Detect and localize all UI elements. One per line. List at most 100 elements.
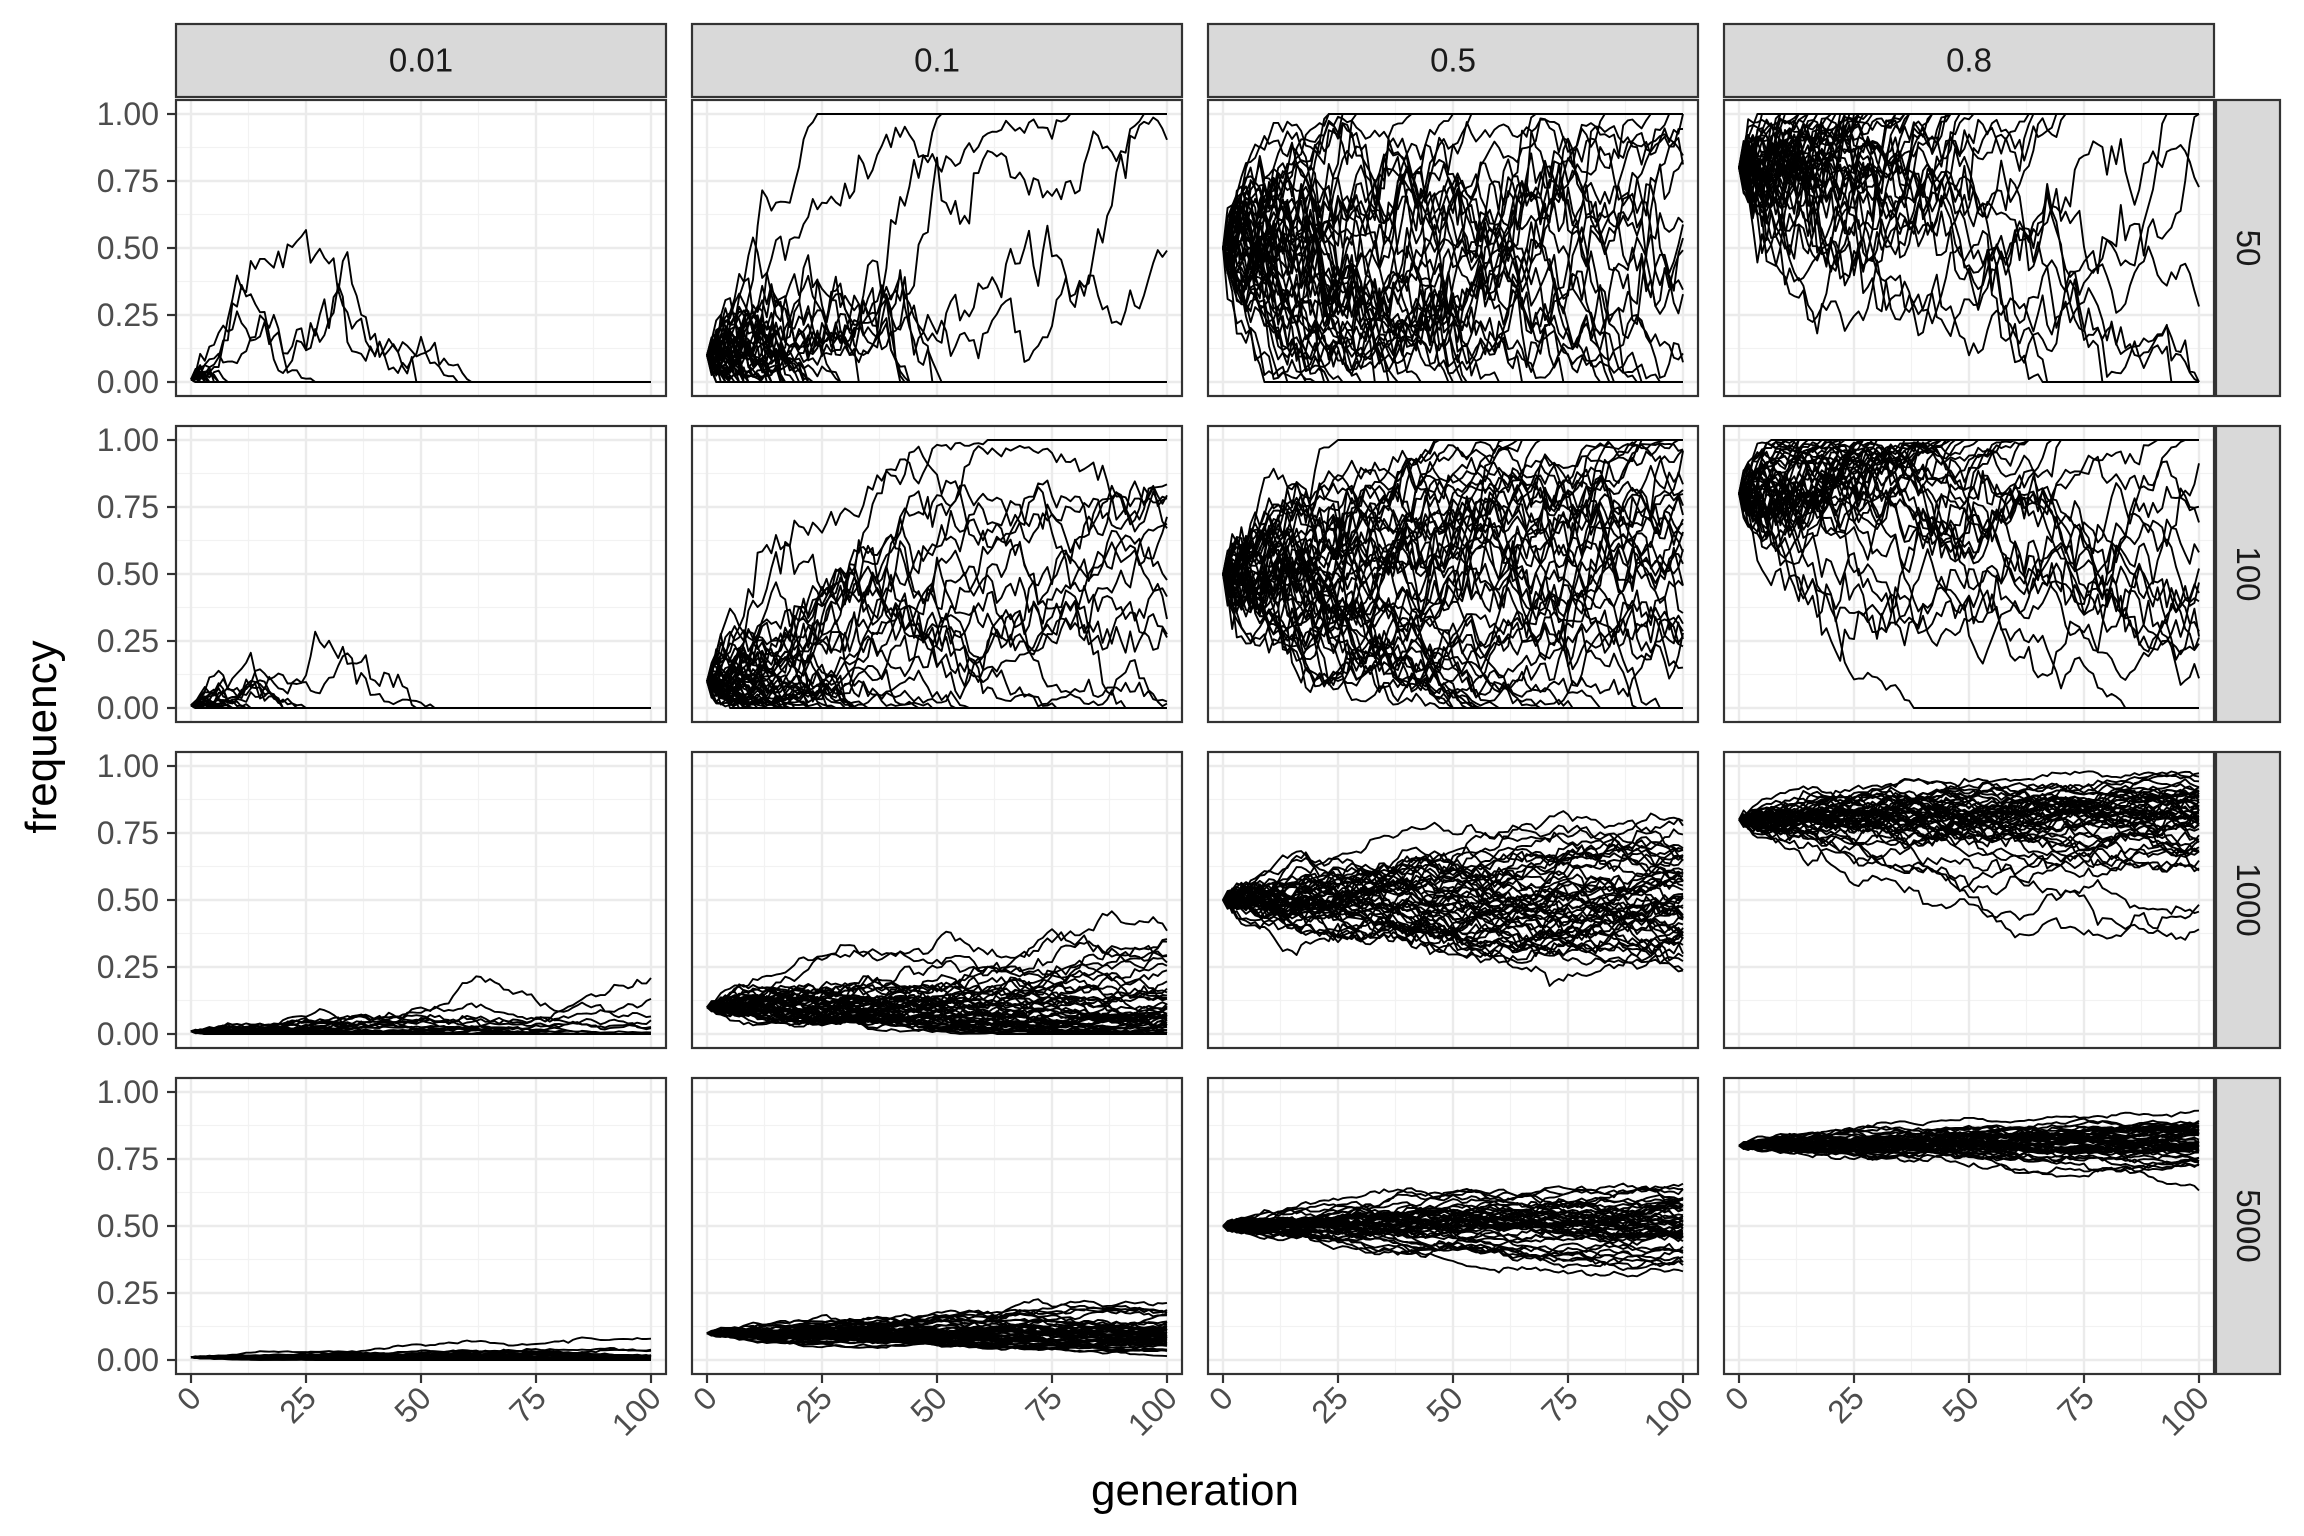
series-line bbox=[706, 991, 1168, 1016]
row-strip: 5000 bbox=[2214, 1076, 2282, 1376]
panel-r1-c2 bbox=[1206, 424, 1700, 724]
panel-r0-c2 bbox=[1206, 98, 1700, 398]
x-tick-label: 75 bbox=[1018, 1379, 1069, 1430]
x-tick-label: 25 bbox=[272, 1379, 323, 1430]
series-line bbox=[1222, 899, 1684, 958]
series-line bbox=[706, 994, 1168, 1027]
panel-border bbox=[1722, 424, 2216, 724]
series-line bbox=[706, 992, 1167, 1035]
y-tick-label: 0.25 bbox=[97, 1275, 159, 1311]
series-line bbox=[1222, 881, 1684, 971]
y-tick-label: 0.00 bbox=[97, 1016, 159, 1052]
series-line bbox=[706, 949, 1168, 1009]
row-strips: 50 100 1000 5000 bbox=[2214, 98, 2282, 1376]
series-line bbox=[1222, 893, 1684, 987]
series-line bbox=[1738, 817, 2200, 896]
series-line bbox=[1222, 1197, 1684, 1229]
series-group bbox=[1222, 810, 1684, 987]
panel-border bbox=[1206, 750, 1700, 1050]
y-tick-label: 0.00 bbox=[97, 690, 159, 726]
series-line bbox=[1738, 818, 2200, 878]
y-tick-label: 0.50 bbox=[97, 1208, 159, 1244]
strip-background bbox=[2214, 1076, 2282, 1376]
x-tick-label: 0 bbox=[1202, 1379, 1240, 1417]
series-line bbox=[190, 378, 651, 383]
series-line bbox=[706, 966, 1168, 1009]
series-line bbox=[1738, 439, 2199, 526]
series-line bbox=[1738, 493, 2200, 656]
y-axis-tick-labels: 0.00 0.25 0.50 0.75 1.00 0.00 0.25 0.50 0.75 1.00… bbox=[97, 96, 159, 1378]
y-tick-label: 1.00 bbox=[97, 1074, 159, 1110]
column-strips: 0.01 0.1 0.5 0.8 bbox=[174, 22, 2216, 99]
series-line bbox=[1222, 501, 1684, 619]
series-line bbox=[1222, 864, 1684, 917]
series-group bbox=[706, 113, 1168, 383]
series-line bbox=[706, 580, 1168, 708]
panel-r2-c2 bbox=[1206, 750, 1700, 1050]
series-line bbox=[706, 573, 1167, 709]
series-line bbox=[1738, 1125, 2200, 1149]
column-strip: 0.5 bbox=[1206, 22, 1700, 99]
series-line bbox=[1222, 113, 1683, 347]
row-strip-label: 100 bbox=[2230, 546, 2267, 601]
series-line bbox=[706, 1326, 1168, 1342]
series-line bbox=[706, 987, 1168, 1014]
series-line bbox=[1738, 785, 2200, 837]
series-line bbox=[1222, 165, 1683, 383]
series-line bbox=[190, 1356, 651, 1361]
series-line bbox=[1738, 137, 2200, 383]
column-strip-label: 0.1 bbox=[914, 42, 960, 79]
series-line bbox=[1222, 183, 1684, 365]
panels-layer bbox=[167, 98, 2216, 1383]
series-line bbox=[1222, 810, 1684, 902]
series-line bbox=[1222, 566, 1683, 709]
series-group bbox=[1222, 113, 1684, 383]
strip-background bbox=[690, 22, 1184, 99]
series-line bbox=[706, 982, 1167, 1035]
x-tick-label: 100 bbox=[2153, 1379, 2216, 1442]
series-line bbox=[706, 1005, 1168, 1030]
row-strip: 1000 bbox=[2214, 750, 2282, 1050]
column-strip-label: 0.8 bbox=[1946, 42, 1992, 79]
series-line bbox=[1738, 812, 2200, 840]
series-line bbox=[706, 1309, 1168, 1335]
series-group bbox=[706, 910, 1168, 1035]
column-strip: 0.1 bbox=[690, 22, 1184, 99]
series-line bbox=[1738, 1109, 2200, 1147]
series-line bbox=[1222, 1200, 1684, 1234]
series-group bbox=[1738, 770, 2200, 941]
series-line bbox=[1222, 1224, 1684, 1269]
series-line bbox=[190, 1028, 651, 1035]
series-line bbox=[1222, 183, 1683, 383]
series-line bbox=[190, 998, 652, 1033]
series-line bbox=[1738, 789, 2200, 821]
panel-r3-c2 bbox=[1206, 1076, 1700, 1383]
series-line bbox=[706, 113, 1167, 357]
strip-background bbox=[2214, 98, 2282, 398]
series-line bbox=[706, 484, 1168, 682]
panel-r3-c3 bbox=[1722, 1076, 2216, 1383]
panel-r1-c3 bbox=[1722, 424, 2216, 724]
series-line bbox=[1222, 242, 1684, 378]
series-line bbox=[1738, 439, 2199, 516]
series-line bbox=[706, 116, 1168, 369]
series-line bbox=[1738, 493, 2199, 709]
y-tick-label: 0.50 bbox=[97, 556, 159, 592]
y-tick-label: 1.00 bbox=[97, 96, 159, 132]
series-line bbox=[1222, 551, 1684, 699]
y-tick-label: 0.00 bbox=[97, 1342, 159, 1378]
series-line bbox=[1222, 844, 1684, 912]
series-line bbox=[1222, 439, 1683, 651]
column-strip-label: 0.01 bbox=[389, 42, 453, 79]
series-line bbox=[1738, 1138, 2200, 1170]
x-tick-label: 0 bbox=[1718, 1379, 1756, 1417]
x-axis-tick-labels: 0 25 50 75 100 0 25 50 75 100 0 25 50 75 100 0 25 50 75 100 bbox=[170, 1379, 2216, 1442]
row-strip: 50 bbox=[2214, 98, 2282, 398]
series-line bbox=[706, 533, 1168, 703]
series-line bbox=[1738, 113, 2199, 274]
series-line bbox=[1222, 152, 1684, 284]
series-line bbox=[1222, 534, 1684, 637]
series-line bbox=[706, 995, 1168, 1024]
series-line bbox=[190, 1352, 652, 1361]
series-line bbox=[706, 1310, 1168, 1335]
